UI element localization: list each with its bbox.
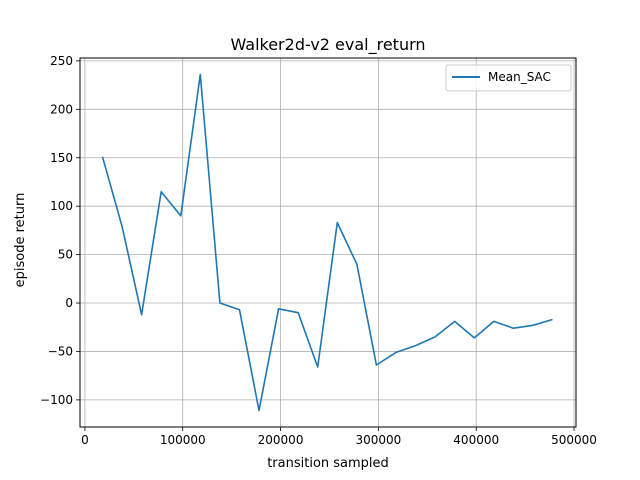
x-tick-label: 200000 [258,433,304,447]
y-tick-label: 0 [65,296,73,310]
y-axis-ticks: −100 −50 0 50 100 150 200 250 [40,54,80,407]
x-tick-label: 400000 [453,433,499,447]
y-tick-label: 150 [50,151,73,165]
legend-box [445,64,572,92]
y-tick-label: −100 [40,393,73,407]
x-tick-label: 100000 [160,433,206,447]
series-lines [101,73,553,412]
legend-label-mean-sac: Mean_SAC [488,70,551,84]
y-tick-label: 100 [50,199,73,213]
series-line-mean-sac [101,73,553,412]
x-tick-label: 0 [81,433,89,447]
x-axis-ticks: 0 100000 200000 300000 400000 500000 [81,427,597,447]
plot-frame [79,57,577,428]
y-tick-label: −50 [48,344,73,358]
x-tick-label: 300000 [355,433,401,447]
y-tick-label: 50 [58,248,73,262]
y-tick-label: 200 [50,102,73,116]
x-axis-label: transition sampled [267,456,389,471]
chart-title: Walker2d-v2 eval_return [230,35,425,55]
y-axis-label: episode return [13,193,28,288]
legend: Mean_SAC [445,64,572,92]
grid-lines [80,58,576,427]
x-tick-label: 500000 [551,433,597,447]
y-tick-label: 250 [50,54,73,68]
